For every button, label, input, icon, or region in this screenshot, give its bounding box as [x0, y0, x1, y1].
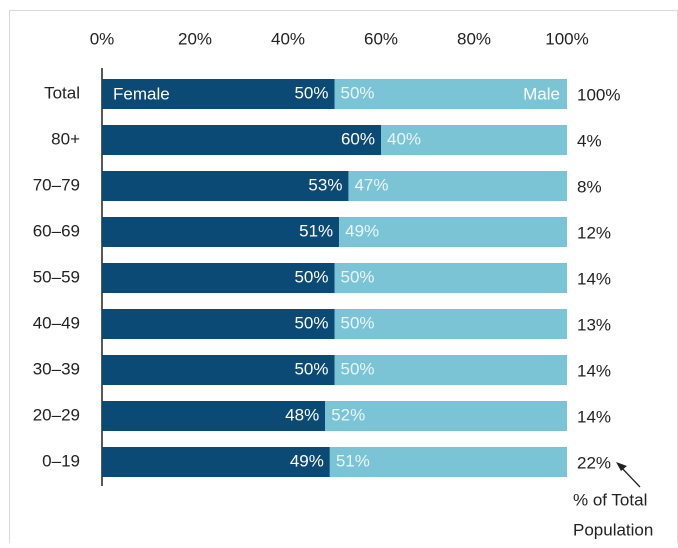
- data-label: 49%: [290, 451, 324, 470]
- bar-segment: [334, 309, 567, 339]
- share-label: 8%: [577, 177, 602, 196]
- data-label: 47%: [354, 175, 388, 194]
- y-tick-label: 0–19: [42, 451, 80, 470]
- x-tick-label: 20%: [178, 29, 212, 48]
- data-label: 50%: [341, 267, 375, 286]
- data-label: 50%: [341, 83, 375, 102]
- y-tick-label: 80+: [51, 129, 80, 148]
- bar-segment: [102, 125, 381, 155]
- bar-segment: [348, 171, 567, 201]
- x-tick-label: 100%: [545, 29, 588, 48]
- share-label: 22%: [577, 453, 611, 472]
- share-label: 14%: [577, 407, 611, 426]
- share-label: 12%: [577, 223, 611, 242]
- data-label: 49%: [345, 221, 379, 240]
- bar-segment: [102, 309, 335, 339]
- bar-segment: [102, 355, 335, 385]
- bar-segment: [334, 79, 567, 109]
- x-tick-label: 0%: [90, 29, 115, 48]
- bar-segment: [102, 171, 349, 201]
- data-label: 52%: [331, 405, 365, 424]
- share-label: 14%: [577, 361, 611, 380]
- bar-segment: [102, 79, 335, 109]
- data-label: 51%: [299, 221, 333, 240]
- bar-segment: [102, 401, 326, 431]
- x-tick-label: 60%: [364, 29, 398, 48]
- y-tick-label: 50–59: [33, 267, 80, 286]
- data-label: 60%: [341, 129, 375, 148]
- data-label: 50%: [294, 359, 328, 378]
- y-tick-label: 70–79: [33, 175, 80, 194]
- arrow-head: [616, 462, 627, 471]
- share-label: 14%: [577, 269, 611, 288]
- data-label: 40%: [387, 129, 421, 148]
- bar-segment: [334, 355, 567, 385]
- y-tick-label: 40–49: [33, 313, 80, 332]
- x-tick-label: 80%: [457, 29, 491, 48]
- y-tick-label: 20–29: [33, 405, 80, 424]
- bar-segment: [325, 401, 567, 431]
- data-label: 50%: [294, 313, 328, 332]
- bar-segment: [339, 217, 567, 247]
- data-label: 50%: [294, 83, 328, 102]
- data-label: 51%: [336, 451, 370, 470]
- data-label: 50%: [341, 359, 375, 378]
- share-label: 4%: [577, 131, 602, 150]
- data-label: 53%: [308, 175, 342, 194]
- data-label: 50%: [341, 313, 375, 332]
- y-tick-label: 30–39: [33, 359, 80, 378]
- bar-segment: [381, 125, 567, 155]
- annotation-arrow: [619, 465, 641, 488]
- bar-segment: [102, 447, 330, 477]
- bar-segment: [102, 263, 335, 293]
- bar-segment: [329, 447, 567, 477]
- bar-segment: [334, 263, 567, 293]
- x-tick-label: 40%: [271, 29, 305, 48]
- annotation: % of Total: [573, 490, 647, 509]
- legend-label: Female: [113, 84, 170, 103]
- share-label: 100%: [577, 85, 620, 104]
- y-tick-label: 60–69: [33, 221, 80, 240]
- annotation: Population: [573, 520, 653, 539]
- share-label: 13%: [577, 315, 611, 334]
- legend-label: Male: [523, 84, 560, 103]
- bar-segment: [102, 217, 340, 247]
- data-label: 50%: [294, 267, 328, 286]
- data-label: 48%: [285, 405, 319, 424]
- y-tick-label: Total: [44, 83, 80, 102]
